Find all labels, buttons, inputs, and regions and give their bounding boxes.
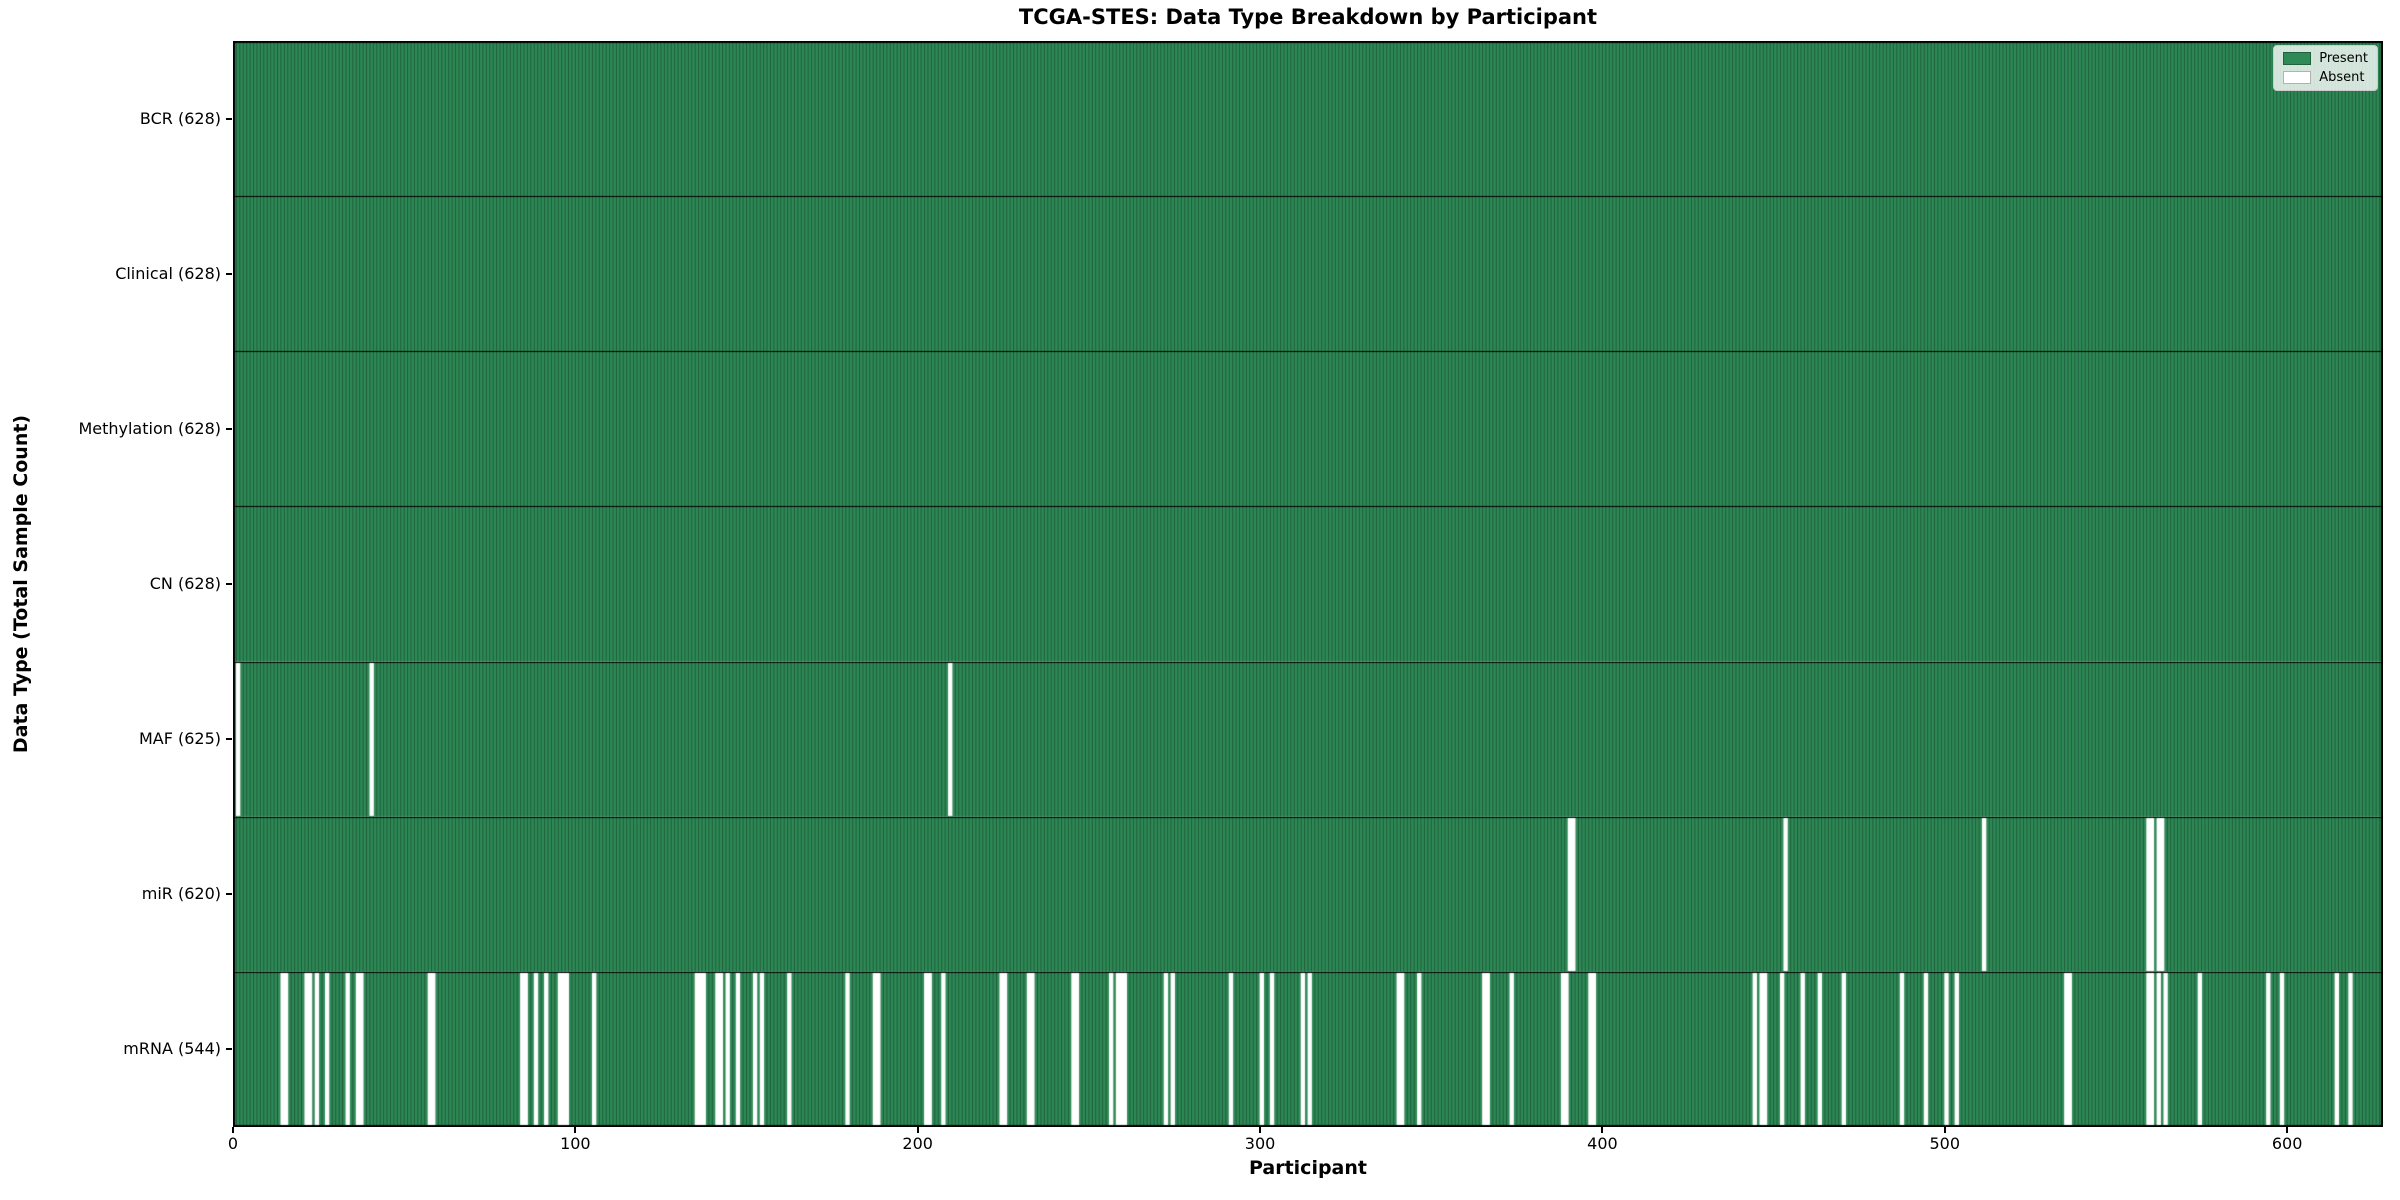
legend-item-present: Present [2283,51,2368,66]
legend-label-absent: Absent [2319,70,2365,85]
y-tick-label: miR (620) [141,884,221,904]
x-tick-mark [916,1127,919,1133]
y-tick-label: BCR (628) [139,108,221,128]
y-tick-mark [226,272,232,275]
x-tick-mark [1943,1127,1946,1133]
y-tick-mark [226,117,232,120]
presence-matrix-canvas [233,41,2383,1127]
x-axis-title: Participant [1248,1157,1367,1179]
x-tick-label: 0 [227,1134,239,1153]
x-tick-label: 400 [1587,1134,1618,1153]
x-tick-label: 100 [560,1134,591,1153]
y-tick-mark [226,893,232,896]
x-tick-mark [232,1127,234,1133]
chart-title: TCGA-STES: Data Type Breakdown by Partic… [1018,5,1598,29]
y-tick-mark [226,738,232,741]
y-tick-mark [226,1048,232,1051]
x-tick-mark [574,1127,577,1133]
legend-swatch-absent-icon [2283,71,2312,84]
x-tick-label: 200 [902,1134,933,1153]
y-tick-mark [226,427,232,430]
x-tick-label: 500 [1929,1134,1961,1153]
y-tick-label: MAF (625) [138,729,221,749]
y-tick-label: Clinical (628) [115,263,221,283]
y-tick-mark [226,583,232,585]
x-tick-label: 600 [2271,1134,2303,1153]
legend: Present Absent [2273,45,2378,91]
x-tick-mark [2286,1127,2289,1133]
x-tick-label: 300 [1244,1134,1276,1153]
y-tick-label: Methylation (628) [78,418,221,438]
plot-area: Present Absent [233,41,2383,1127]
x-tick-mark [1601,1127,1604,1133]
x-tick-mark [1259,1127,1262,1133]
legend-item-absent: Absent [2283,70,2368,85]
legend-swatch-present-icon [2283,52,2312,65]
y-tick-label: mRNA (544) [123,1039,221,1059]
legend-label-present: Present [2319,51,2368,66]
y-tick-label: CN (628) [149,574,221,593]
